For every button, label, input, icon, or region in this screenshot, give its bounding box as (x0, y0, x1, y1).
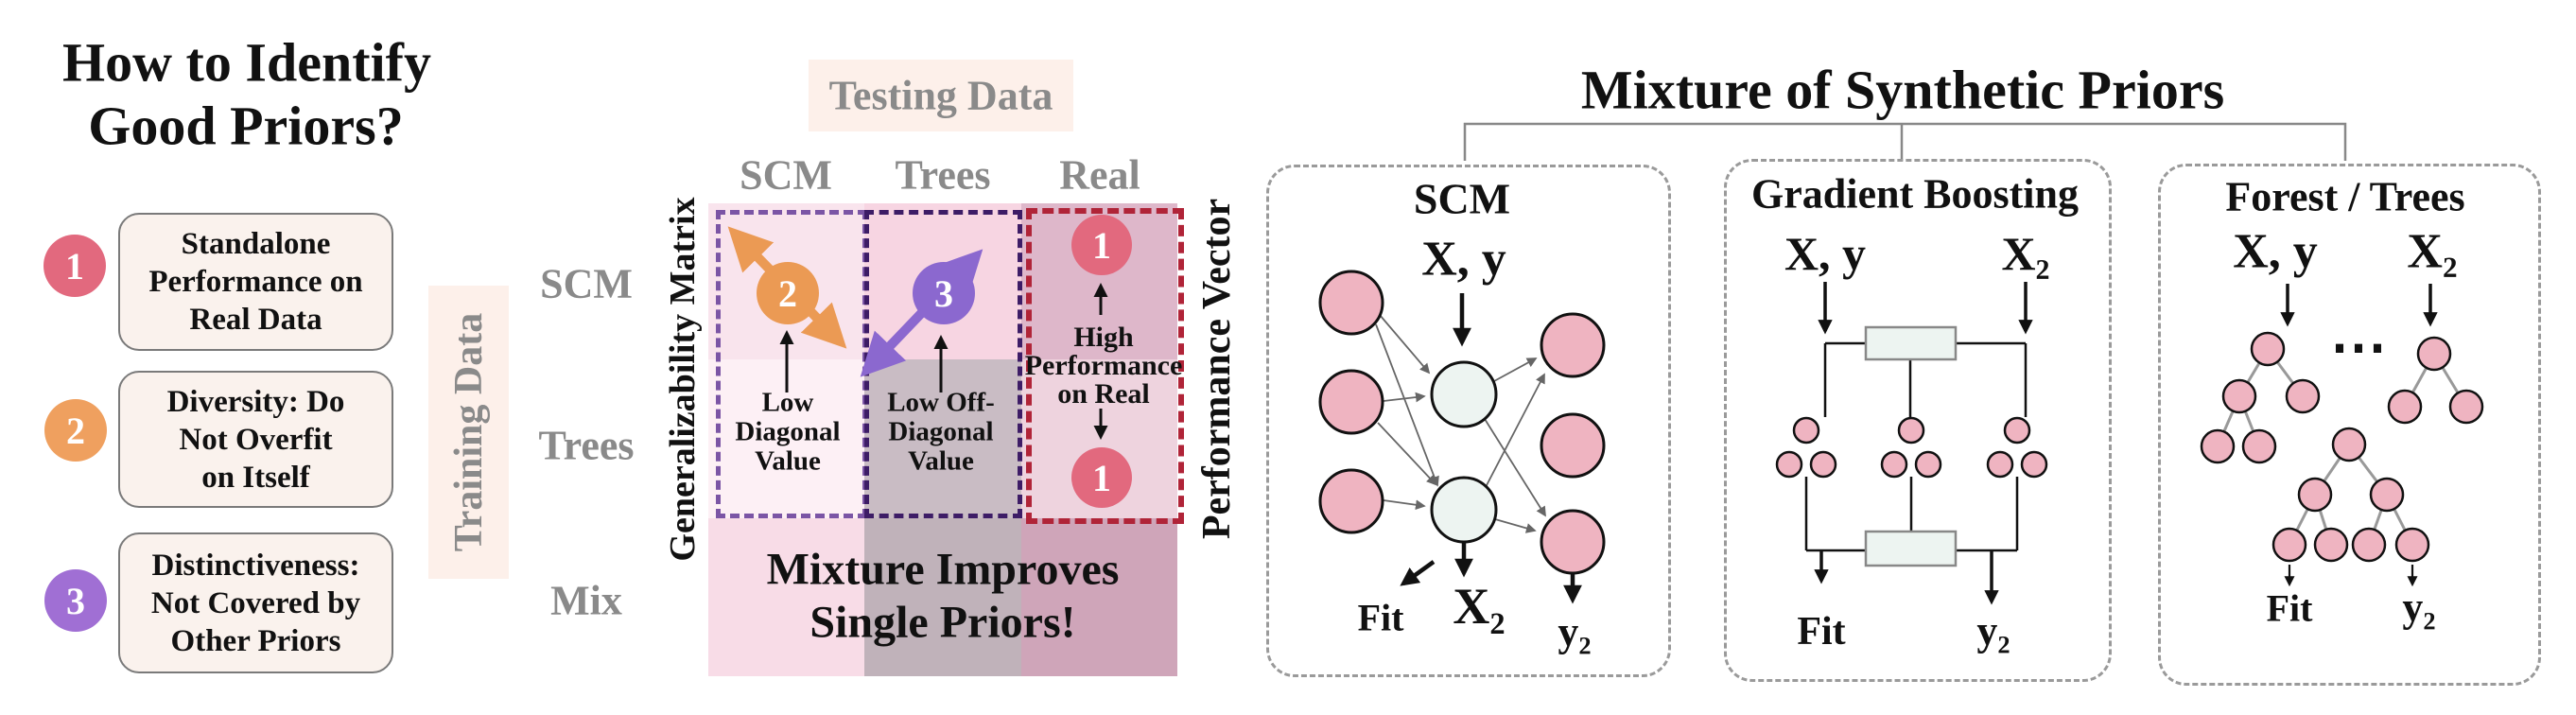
note-low-offdiagonal: Low Off- Diagonal Value (887, 387, 995, 477)
page-title-line2: Good Priors? (88, 95, 404, 157)
note-low-offdiagonal-line1: Low Off- (887, 387, 995, 418)
testing-axis-label: Testing Data (828, 72, 1053, 119)
col-header-scm: SCM (740, 151, 832, 199)
row-header-trees: Trees (538, 422, 635, 469)
scm-input-label: X, y (1421, 232, 1506, 287)
note-high-performance-line3: on Real (1057, 378, 1150, 410)
training-axis-strip (428, 286, 509, 579)
matrix-badge-2-number: 2 (778, 271, 797, 315)
note-low-offdiagonal-line3: Value (908, 445, 974, 477)
criterion-3-line2: Not Covered by (150, 585, 361, 620)
criterion-3-line3: Other Priors (170, 623, 341, 658)
criterion-1-card: Standalone Performance on Real Data (118, 213, 393, 351)
row-header-mix: Mix (550, 577, 622, 624)
cell-mix-trees (864, 518, 1021, 676)
criterion-2-line2: Not Overfit (179, 422, 333, 457)
boosting-fit-label: Fit (1797, 610, 1846, 654)
scm-x2-label: X₂ (1453, 578, 1506, 635)
criterion-2-line1: Diversity: Do (166, 384, 345, 419)
criterion-1-line2: Performance on (148, 265, 363, 299)
gb-wires (1804, 341, 2028, 552)
criterion-2-card: Diversity: Do Not Overfit on Itself (118, 371, 393, 508)
note-high-performance: High Performance on Real (1025, 323, 1183, 409)
matrix-badge-3-number: 3 (934, 271, 953, 315)
note-low-diagonal: Low Diagonal Value (735, 387, 841, 477)
note-mixture-line2: Single Priors! (809, 597, 1076, 648)
criterion-1-number: 1 (65, 244, 84, 288)
page-title-line1: How to Identify (62, 31, 431, 94)
criterion-1-line3: Real Data (189, 303, 322, 337)
scm-network (1318, 270, 1606, 604)
real-column-dashed-frame (1026, 208, 1184, 524)
criterion-1-line1: Standalone (181, 227, 331, 261)
cell-mix-real (1021, 518, 1177, 676)
forest-nodes (2200, 331, 2484, 563)
col-header-trees: Trees (895, 151, 991, 199)
boosting-input-label: X, y (1784, 227, 1867, 280)
matrix-badge-1-bottom: 1 (1071, 447, 1132, 508)
priors-bracket (1463, 122, 2347, 161)
col-header-real: Real (1059, 151, 1140, 199)
matrix-badge-3: 3 (913, 262, 975, 324)
boosting-prior-box (1724, 159, 2112, 682)
note-high-performance-line2: Performance (1024, 350, 1183, 381)
cell-mix-scm (708, 518, 864, 676)
cell-trees-trees (864, 359, 1021, 518)
note-low-diagonal-line1: Low (761, 387, 814, 418)
boosting-box-title: Gradient Boosting (1751, 170, 2079, 218)
scm-y2-label: y₂ (1558, 608, 1592, 655)
forest-box-title: Forest / Trees (2225, 173, 2465, 220)
forest-prior-box (2158, 164, 2541, 686)
forest-x2-label: X₂ (2407, 224, 2458, 279)
boosting-y2-label: y₂ (1976, 607, 2010, 654)
scm-box-title: SCM (1413, 174, 1511, 223)
scm-net-edges (1375, 314, 1546, 533)
criterion-1-badge: 1 (44, 235, 106, 297)
matrix-badge-1-top: 1 (1071, 215, 1132, 275)
note-low-offdiagonal-line2: Diagonal (888, 416, 994, 447)
forest-input-label: X, y (2233, 224, 2318, 279)
scm-prior-box (1266, 165, 1671, 677)
gb-nodes (1775, 416, 2048, 479)
scm-fit-label: Fit (1357, 596, 1404, 639)
criterion-2-line3: on Itself (201, 460, 310, 495)
matrix-badge-2: 2 (757, 262, 819, 324)
forest-output-arrows (2284, 565, 2418, 587)
priors-title: Mixture of Synthetic Priors (1580, 59, 2225, 121)
testing-axis-strip (809, 60, 1073, 131)
forest-trees-diagram (2200, 284, 2484, 587)
forest-y2-label: y₂ (2402, 584, 2436, 631)
note-low-diagonal-line3: Value (755, 445, 821, 477)
criterion-3-card: Distinctiveness: Not Covered by Other Pr… (118, 532, 393, 673)
gb-blocks (1864, 325, 1958, 567)
scm-nodes (1318, 270, 1606, 575)
criterion-3-number: 3 (66, 579, 85, 622)
note-high-performance-line1: High (1073, 322, 1134, 353)
matrix-badge-1-bottom-number: 1 (1092, 456, 1111, 499)
matrix-badge-1-top-number: 1 (1092, 223, 1111, 267)
note-mixture-line1: Mixture Improves (766, 544, 1120, 595)
note-low-diagonal-line2: Diagonal (735, 416, 841, 447)
criterion-2-badge: 2 (44, 399, 107, 462)
boosting-x2-label: X₂ (2001, 227, 2050, 280)
forest-dots: ⋯ (2330, 316, 2387, 378)
forest-input-arrows (2280, 284, 2438, 327)
gb-arrows (1814, 282, 2033, 605)
forest-fit-label: Fit (2266, 586, 2313, 630)
criterion-3-line1: Distinctiveness: (151, 548, 360, 583)
row-header-scm: SCM (540, 260, 633, 307)
scm-io-arrows (1400, 293, 1582, 604)
criterion-2-number: 2 (66, 409, 85, 452)
criterion-3-badge: 3 (44, 569, 107, 632)
gradient-boosting-diagram (1775, 282, 2048, 605)
